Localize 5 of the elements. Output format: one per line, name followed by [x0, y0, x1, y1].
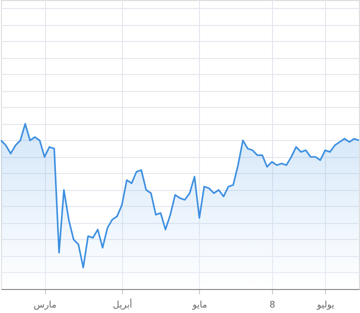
x-tick-label: مايو — [191, 300, 208, 310]
x-tick-label: أبريل — [112, 298, 132, 310]
x-tick-label: يوليو — [316, 300, 335, 310]
x-tick-label: مارس — [34, 300, 57, 310]
x-tick-label: 8 — [270, 300, 276, 310]
